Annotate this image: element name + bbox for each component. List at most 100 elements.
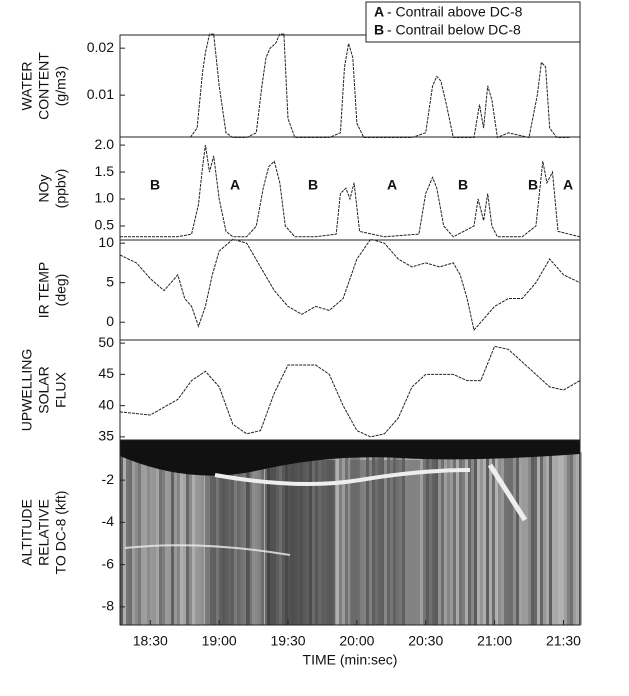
y-axis-label: IR TEMP <box>36 262 52 319</box>
panel-frame <box>119 34 581 138</box>
image-stripe <box>126 452 129 625</box>
image-stripe <box>249 452 252 625</box>
image-stripe <box>192 452 195 625</box>
y-tick-label: 45 <box>98 365 114 381</box>
image-stripe <box>348 452 351 625</box>
y-axis-label: RELATIVE <box>36 499 52 566</box>
image-stripe <box>336 452 339 625</box>
image-stripe <box>444 452 447 625</box>
y-tick-label: 0.5 <box>95 217 115 233</box>
image-stripe <box>555 452 558 625</box>
y-tick-label: 50 <box>98 334 114 350</box>
y-tick-label: 1.5 <box>95 163 115 179</box>
region-letter: B <box>458 177 468 193</box>
panel-frame <box>119 439 581 626</box>
image-stripe <box>189 452 192 625</box>
image-stripe <box>141 452 144 625</box>
image-stripe <box>456 452 459 625</box>
y-tick-label: 5 <box>106 273 114 289</box>
image-block <box>350 460 420 625</box>
image-stripe <box>438 452 441 625</box>
image-stripe <box>573 452 576 625</box>
image-stripe <box>483 452 486 625</box>
image-stripe <box>345 452 348 625</box>
y-axis-label: TO DC-8 (kft) <box>53 491 69 575</box>
image-stripe <box>468 452 471 625</box>
legend-key: B <box>374 22 384 38</box>
image-stripe <box>540 452 543 625</box>
image-stripe <box>168 452 171 625</box>
data-line <box>189 33 571 139</box>
image-stripe <box>459 452 462 625</box>
y-axis-label: CONTENT <box>36 52 52 120</box>
image-stripe <box>429 452 432 625</box>
y-tick-label: 2.0 <box>95 136 115 152</box>
image-stripe <box>531 452 534 625</box>
image-stripe <box>183 452 186 625</box>
y-axis-label: NOy <box>36 175 52 203</box>
legend-text: - Contrail below DC-8 <box>387 22 521 38</box>
image-stripe <box>498 452 501 625</box>
image-stripe <box>186 452 189 625</box>
image-stripe <box>129 452 132 625</box>
image-stripe <box>576 452 579 625</box>
image-block <box>205 460 250 625</box>
image-stripe <box>558 452 561 625</box>
image-stripe <box>474 452 477 625</box>
panel-frame <box>119 239 581 341</box>
image-stripe <box>252 452 255 625</box>
y-tick-label: -2 <box>102 471 115 487</box>
image-stripe <box>543 452 546 625</box>
x-tick-label: 19:30 <box>271 633 306 649</box>
image-stripe <box>159 452 162 625</box>
image-stripe <box>561 452 564 625</box>
panel-frame <box>119 136 581 241</box>
region-letter: A <box>563 177 573 193</box>
image-stripe <box>537 452 540 625</box>
y-tick-label: -4 <box>102 513 115 529</box>
legend-text: - Contrail above DC-8 <box>387 4 523 20</box>
x-tick-label: 21:30 <box>546 633 581 649</box>
image-stripe <box>180 452 183 625</box>
image-stripe <box>477 452 480 625</box>
image-stripe <box>162 452 165 625</box>
image-stripe <box>495 452 498 625</box>
y-tick-label: -8 <box>102 598 115 614</box>
data-line <box>120 145 581 238</box>
image-stripe <box>552 452 555 625</box>
image-stripe <box>201 452 204 625</box>
y-axis-label: (g/m3) <box>53 66 69 106</box>
data-line <box>119 238 581 332</box>
y-axis-label: (ppbv) <box>53 169 69 209</box>
image-stripe <box>339 452 342 625</box>
lidar-image <box>120 440 582 625</box>
panel-frame <box>119 339 581 441</box>
image-stripe <box>522 452 525 625</box>
region-letter: B <box>150 177 160 193</box>
image-stripe <box>516 452 519 625</box>
image-stripe <box>441 452 444 625</box>
image-stripe <box>258 452 261 625</box>
image-stripe <box>480 452 483 625</box>
image-stripe <box>549 452 552 625</box>
x-tick-label: 18:30 <box>133 633 168 649</box>
x-tick-label: 20:30 <box>408 633 443 649</box>
image-stripe <box>501 452 504 625</box>
image-cloud <box>214 468 471 486</box>
image-stripe <box>171 452 174 625</box>
image-stripe <box>153 452 156 625</box>
image-stripe <box>492 452 495 625</box>
region-letter: B <box>308 177 318 193</box>
image-stripe <box>513 452 516 625</box>
data-line <box>119 345 581 438</box>
image-stripe <box>135 452 138 625</box>
image-stripe <box>453 452 456 625</box>
image-stripe <box>519 452 522 625</box>
y-tick-label: 40 <box>98 396 114 412</box>
y-tick-label: 10 <box>98 234 114 250</box>
image-stripe <box>570 452 573 625</box>
image-stripe <box>426 452 429 625</box>
image-block <box>265 460 335 625</box>
image-stripe <box>447 452 450 625</box>
